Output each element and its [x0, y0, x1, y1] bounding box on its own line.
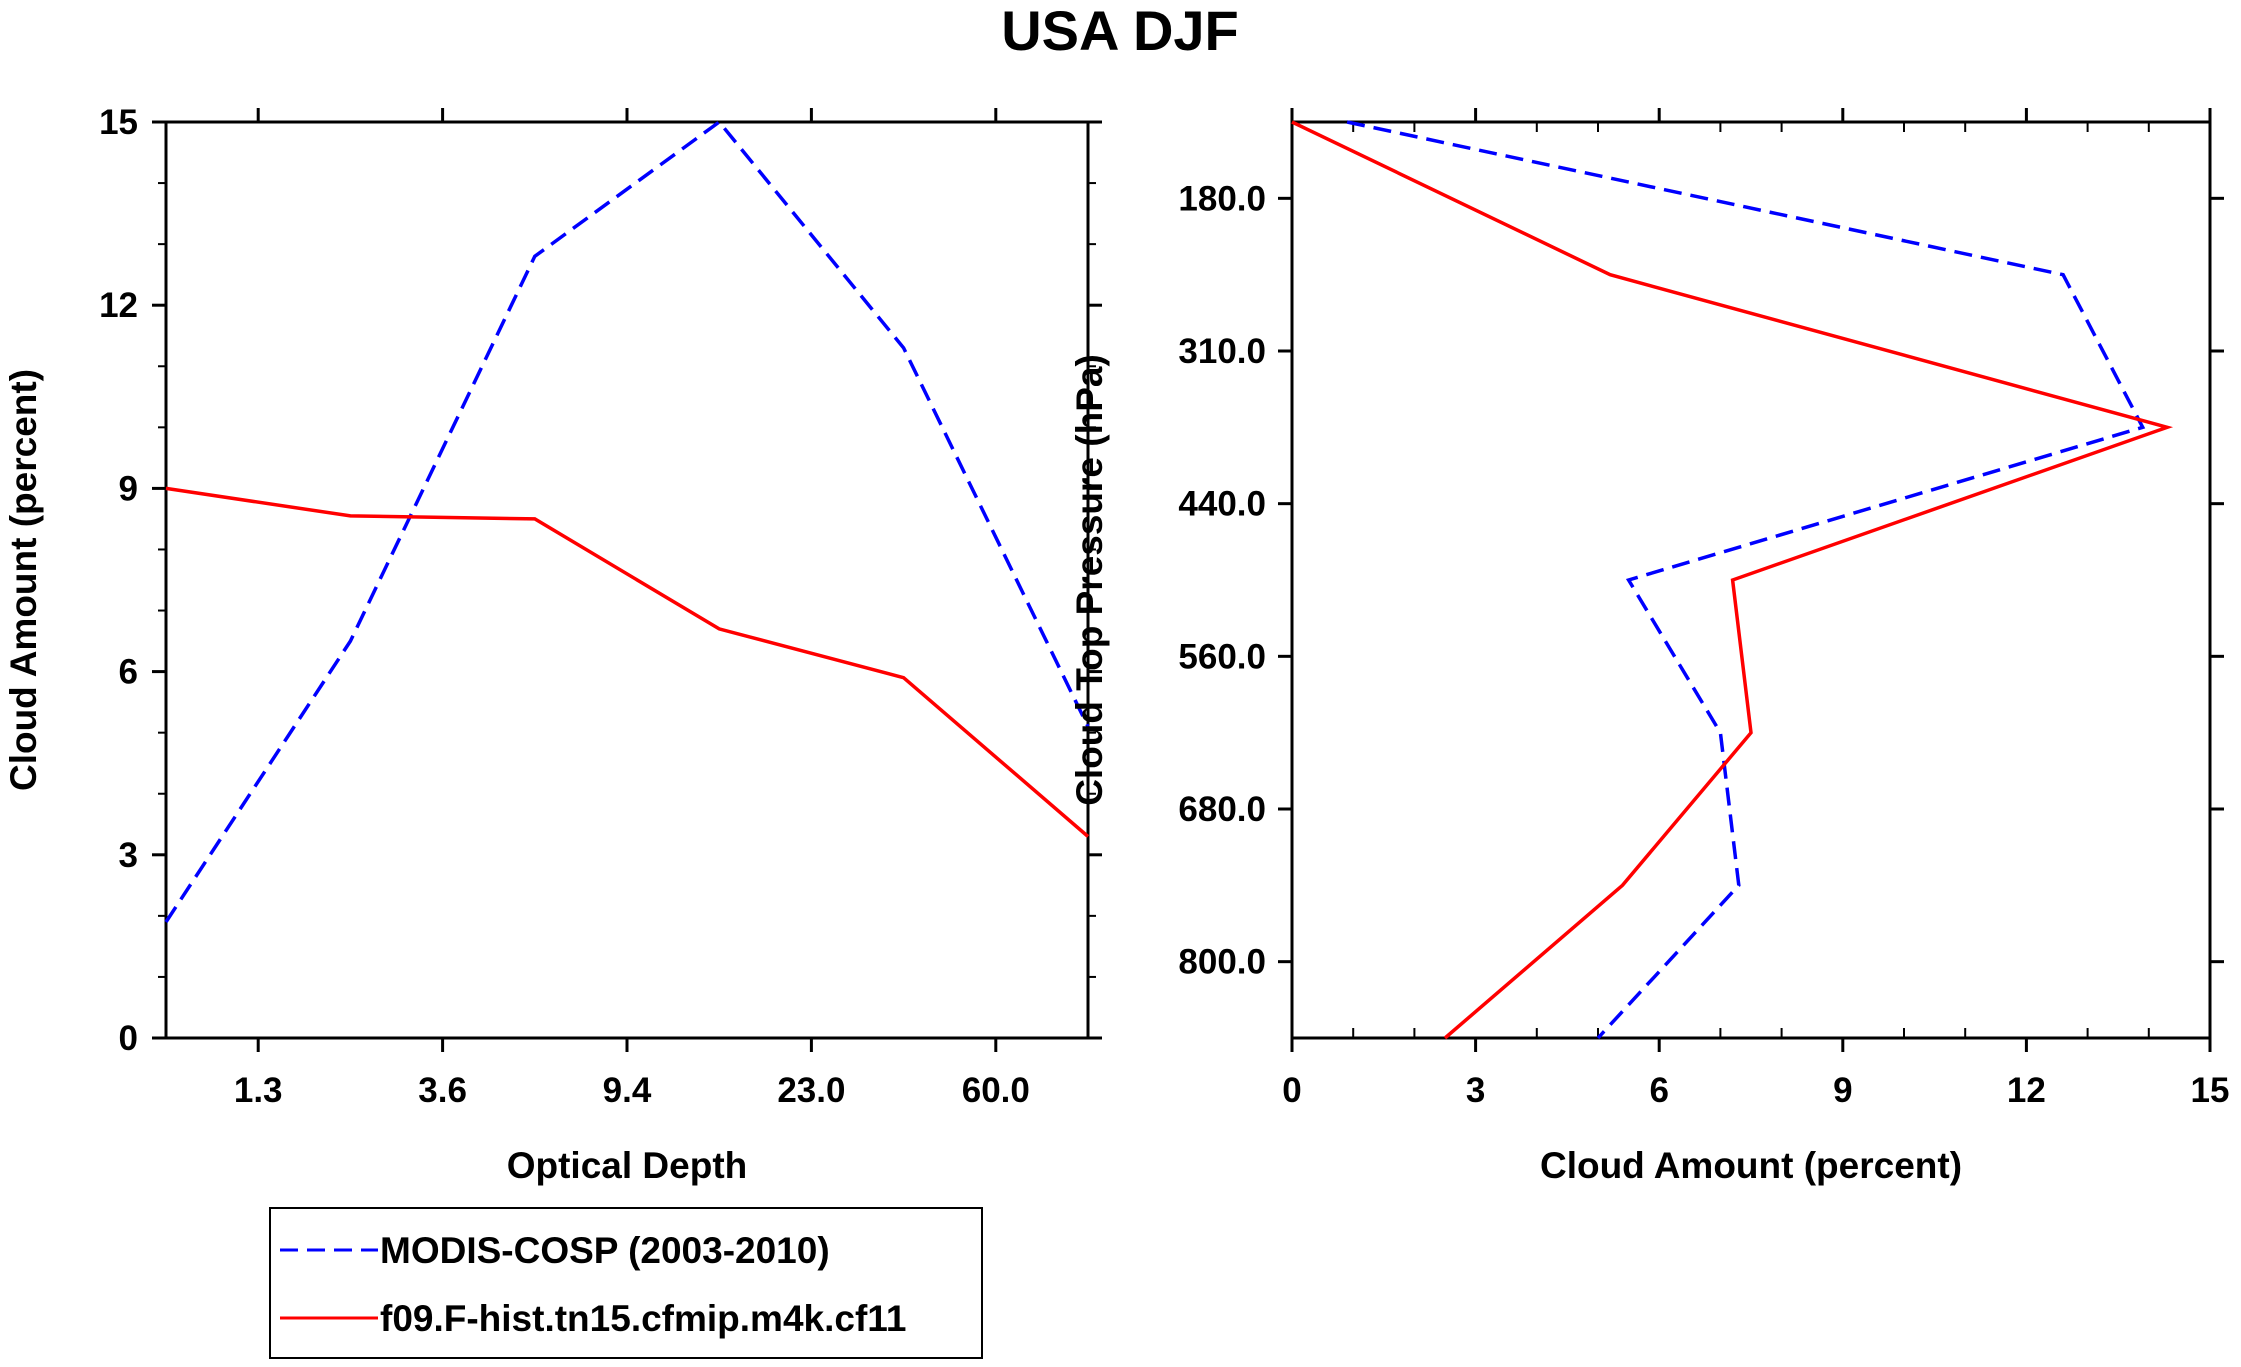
left-x-tick-label-60-0: 60.0	[962, 1071, 1030, 1110]
left-x-axis-label: Optical Depth	[507, 1145, 748, 1186]
legend-label-modis: MODIS-COSP (2003-2010)	[380, 1230, 830, 1271]
right-y-tick-label-180-0: 180.0	[1178, 179, 1266, 218]
legend: MODIS-COSP (2003-2010) f09.F-hist.tn15.c…	[269, 1207, 983, 1359]
left-x-tick-label-1-3: 1.3	[234, 1071, 283, 1110]
right-series-model-line	[1291, 120, 2174, 1040]
left-x-tick-label-23-0: 23.0	[777, 1071, 845, 1110]
left-ticks	[152, 108, 1102, 1052]
left-plot-frame	[164, 120, 1090, 1040]
legend-box	[269, 1207, 983, 1359]
right-x-tick-label-0: 0	[1282, 1071, 1301, 1110]
chart-title: USA DJF	[1001, 0, 1239, 62]
right-y-tick-label-310-0: 310.0	[1178, 332, 1266, 371]
right-x-tick-label-15: 15	[2191, 1071, 2230, 1110]
left-series-model-line	[165, 486, 1090, 838]
left-y-axis-label: Cloud Amount (percent)	[3, 369, 44, 791]
left-x-tick-label-9-4: 9.4	[603, 1071, 652, 1110]
right-x-tick-label-9: 9	[1833, 1071, 1852, 1110]
right-y-tick-label-560-0: 560.0	[1178, 637, 1266, 676]
left-y-tick-label-0: 0	[119, 1019, 138, 1058]
right-x-tick-label-3: 3	[1466, 1071, 1485, 1110]
right-y-axis-label: Cloud Top Pressure (hPa)	[1069, 354, 1110, 806]
cloud-top-pressure-panel: 0 3 6 9 12 15 180.0 310.0 440.0 560.0 680.0 800.0 C…	[1069, 108, 2229, 1186]
right-y-tick-label-680-0: 680.0	[1178, 790, 1266, 829]
left-tick-labels: 0 3 6 9 12 15 1.3 3.6 9.4 23.0 60.0	[99, 103, 1030, 1110]
right-y-tick-label-800-0: 800.0	[1178, 943, 1266, 982]
right-series-modis-line	[1346, 120, 2146, 1040]
right-x-axis-label: Cloud Amount (percent)	[1540, 1145, 1962, 1186]
left-series	[164, 119, 1090, 923]
left-y-tick-label-15: 15	[99, 103, 138, 142]
left-y-tick-label-3: 3	[119, 836, 138, 875]
left-y-tick-label-9: 9	[119, 469, 138, 508]
right-x-tick-label-12: 12	[2007, 1071, 2046, 1110]
right-y-tick-label-440-0: 440.0	[1178, 485, 1266, 524]
left-y-tick-label-12: 12	[99, 286, 138, 325]
right-ticks	[1278, 108, 2224, 1052]
left-series-modis-line	[164, 119, 1090, 923]
right-tick-labels: 0 3 6 9 12 15 180.0 310.0 440.0 560.0 680.0 800.0	[1178, 179, 2229, 1110]
legend-label-model: f09.F-hist.tn15.cfmip.m4k.cf11	[380, 1298, 906, 1339]
right-series	[1291, 120, 2174, 1040]
left-y-tick-label-6: 6	[119, 653, 138, 692]
left-x-tick-label-3-6: 3.6	[418, 1071, 467, 1110]
right-x-tick-label-6: 6	[1649, 1071, 1668, 1110]
right-plot-frame	[1290, 120, 2212, 1040]
